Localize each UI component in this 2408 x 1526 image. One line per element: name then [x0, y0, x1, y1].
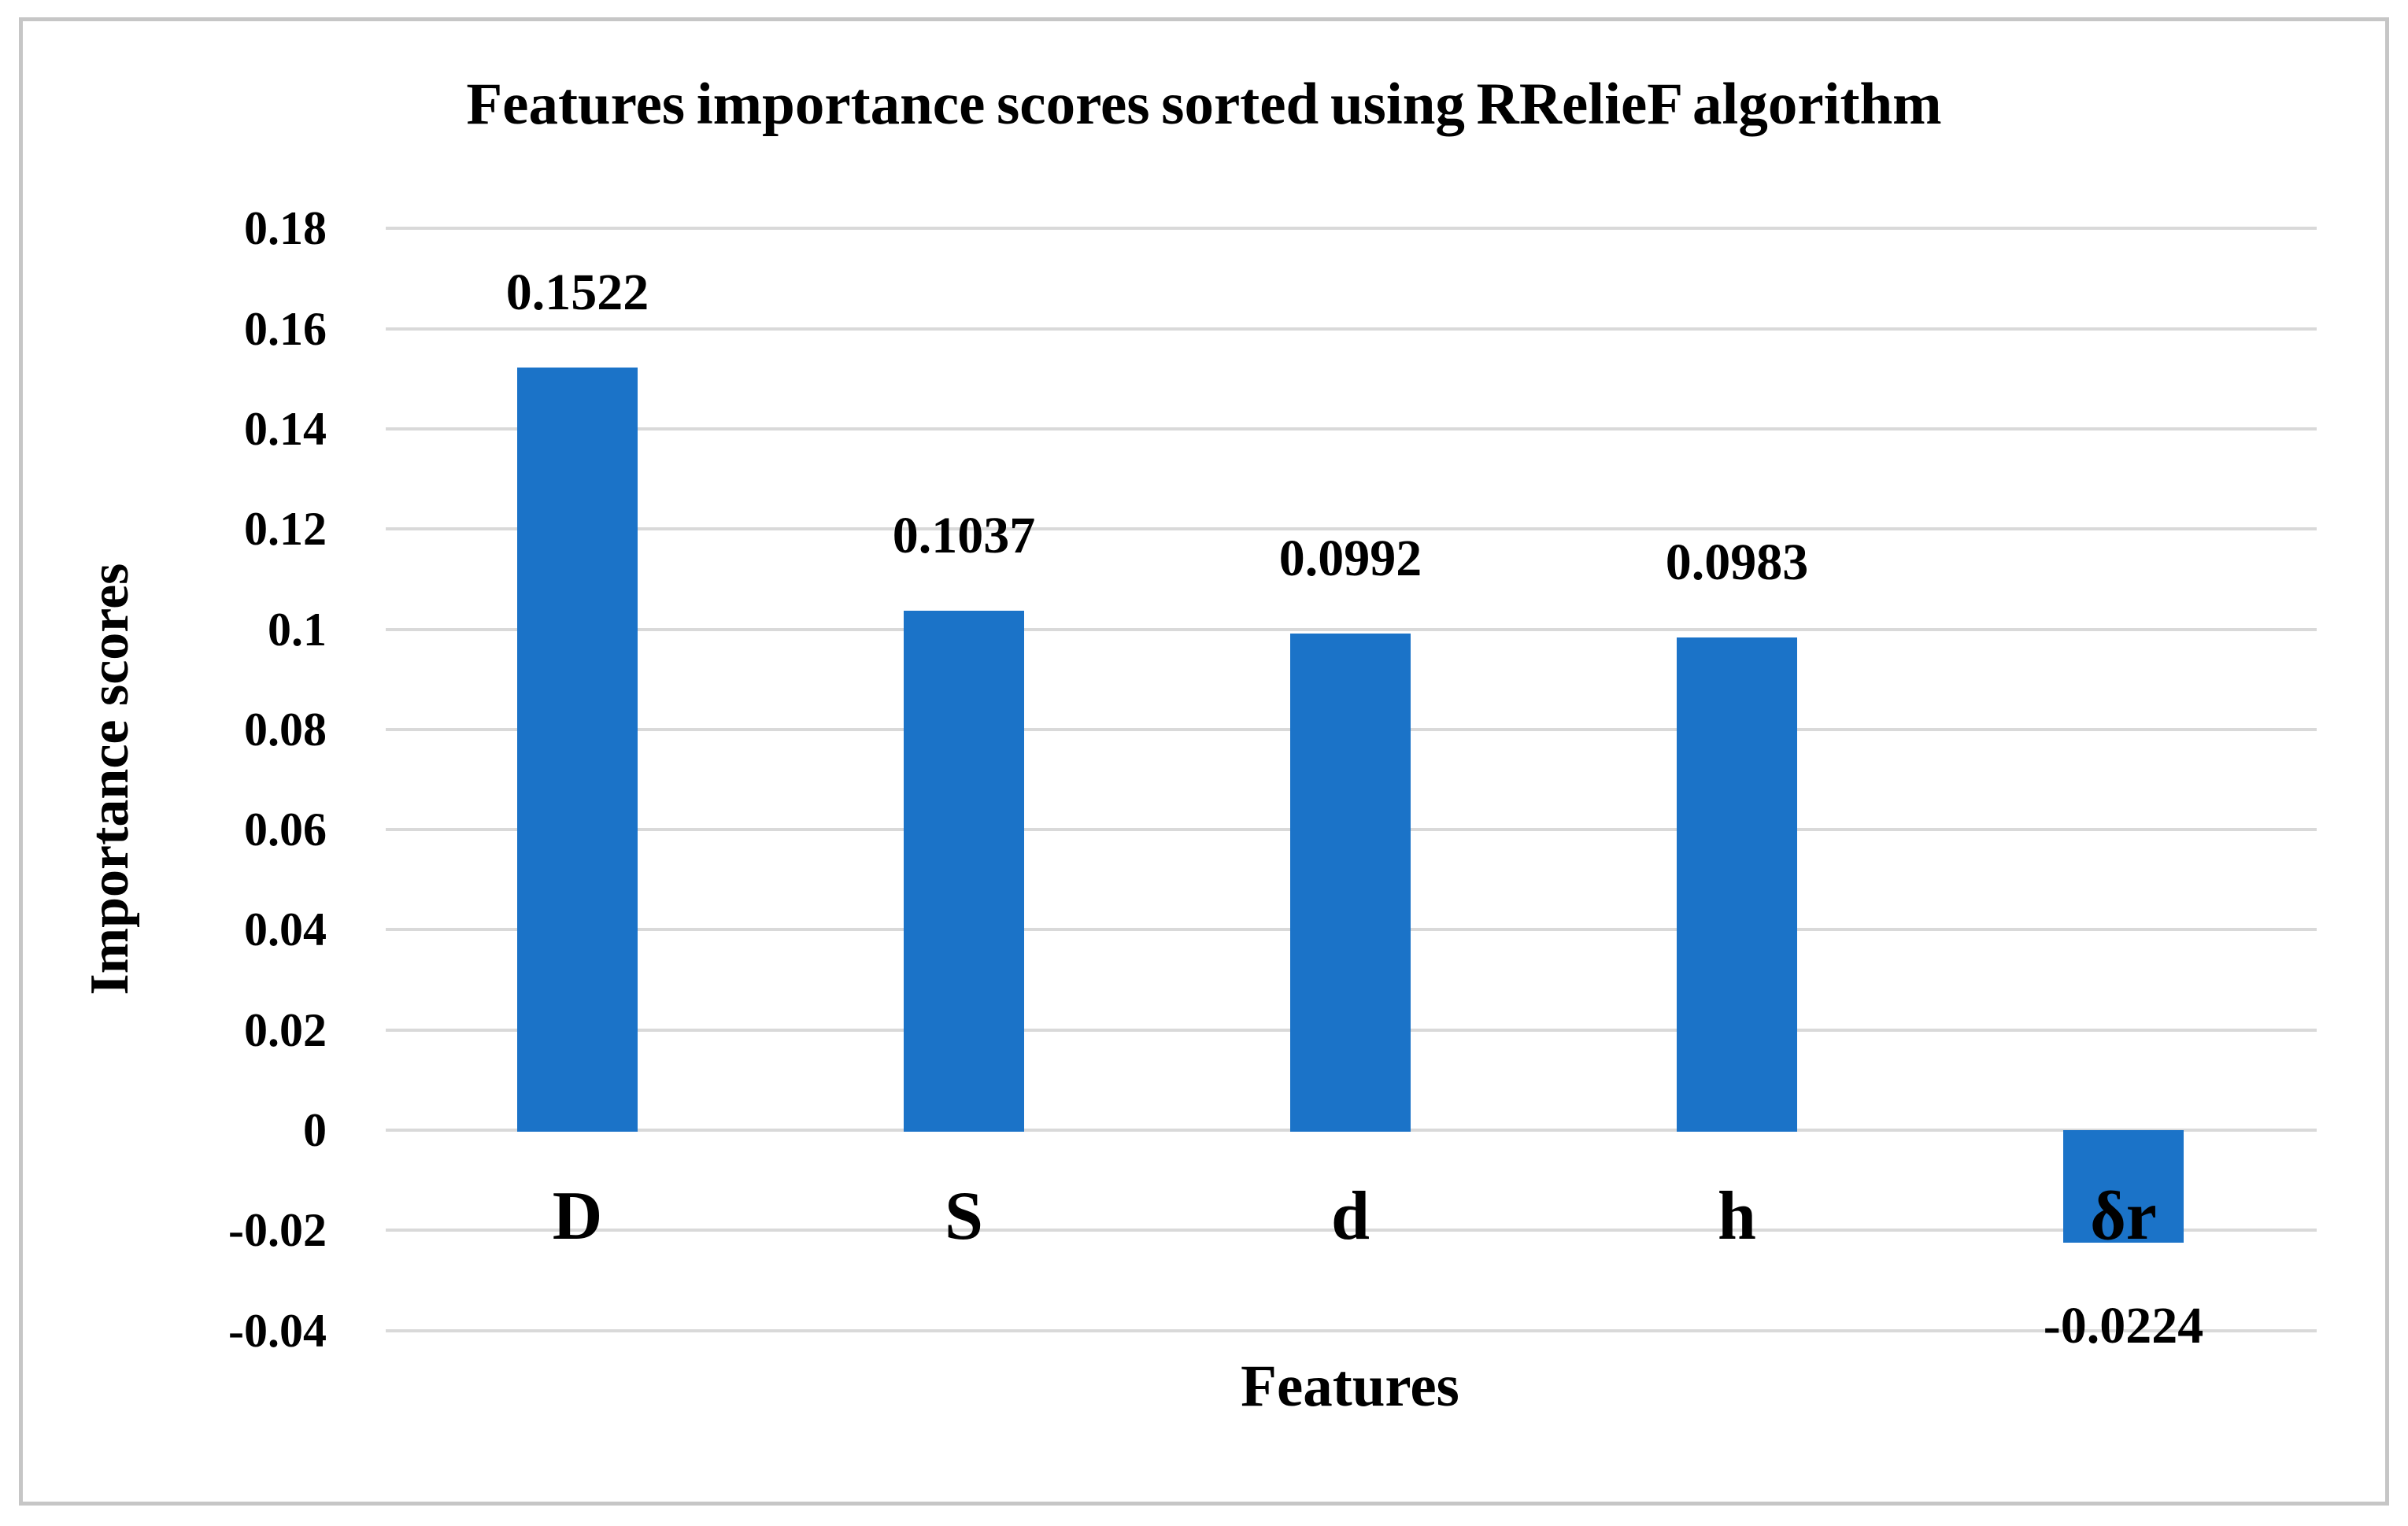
- y-gridline: [386, 427, 2317, 430]
- bar: [1290, 633, 1411, 1132]
- y-gridline: [386, 227, 2317, 231]
- y-tick-label: 0.1: [268, 603, 327, 656]
- chart-title: Features importance scores sorted using …: [466, 72, 1942, 137]
- y-gridline: [386, 627, 2317, 631]
- data-label: 0.0983: [1665, 534, 1809, 592]
- data-label: 0.1522: [505, 264, 649, 322]
- y-tick-label: 0.02: [244, 1003, 327, 1056]
- y-tick-label: 0.04: [244, 903, 327, 956]
- bar: [1677, 637, 1797, 1132]
- x-category-label: h: [1718, 1178, 1756, 1254]
- y-tick-label: -0.04: [228, 1304, 327, 1357]
- y-tick-label: 0.18: [244, 202, 327, 255]
- y-tick-label: 0.14: [244, 402, 327, 455]
- y-tick-label: 0.12: [244, 503, 327, 556]
- y-tick-label: 0: [303, 1104, 327, 1156]
- y-tick-label: 0.06: [244, 804, 327, 856]
- y-gridline: [386, 327, 2317, 331]
- x-axis-title: Features: [1241, 1354, 1459, 1419]
- data-label: 0.1037: [892, 506, 1036, 564]
- x-category-label: S: [945, 1178, 983, 1254]
- data-label: -0.0224: [2043, 1296, 2204, 1354]
- bar: [904, 610, 1024, 1132]
- y-tick-label: -0.02: [228, 1204, 327, 1257]
- y-gridline: [386, 527, 2317, 531]
- bar: [517, 368, 638, 1132]
- data-label: 0.0992: [1278, 529, 1422, 587]
- bar: [2063, 1130, 2184, 1243]
- y-gridline: [386, 1229, 2317, 1232]
- y-tick-label: 0.16: [244, 302, 327, 355]
- y-tick-label: 0.08: [244, 703, 327, 756]
- figure-border: [19, 17, 2389, 1506]
- x-category-label: d: [1331, 1178, 1370, 1254]
- y-gridline: [386, 1328, 2317, 1332]
- x-category-label: δr: [2090, 1178, 2157, 1254]
- x-category-label: D: [552, 1178, 603, 1254]
